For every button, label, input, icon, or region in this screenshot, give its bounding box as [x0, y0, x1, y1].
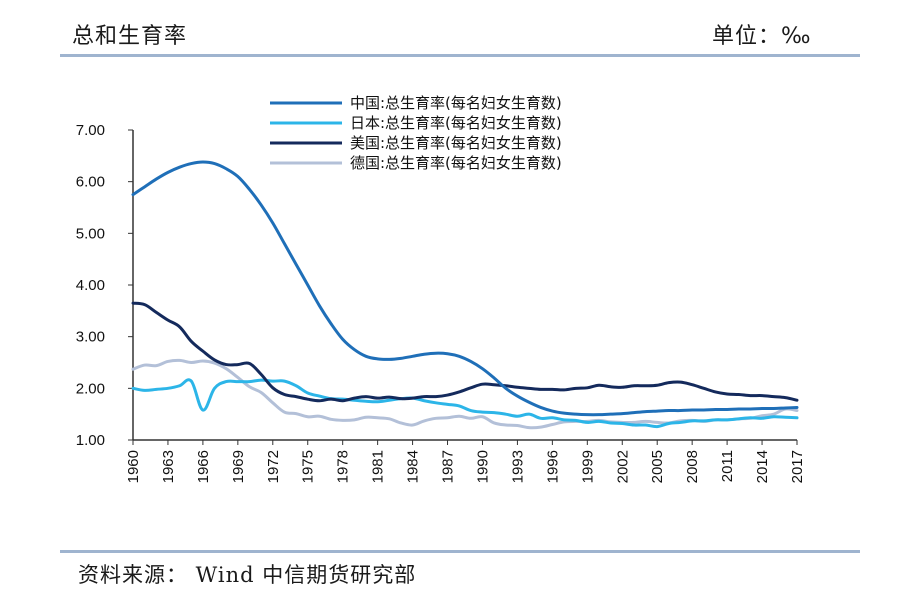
x-tick-label: 1996 — [544, 450, 561, 483]
x-tick-label: 2008 — [684, 450, 701, 483]
unit-label: 单位：‰ — [712, 24, 812, 49]
series-line-china — [131, 160, 799, 417]
x-tick-label: 1978 — [335, 450, 352, 483]
legend-label-china: 中国:总生育率(每名妇女生育数) — [350, 94, 562, 112]
x-tick-label: 1987 — [440, 450, 457, 483]
series-line-japan — [131, 378, 799, 429]
x-tick-label: 1972 — [265, 450, 282, 483]
y-tick-label: 2.00 — [76, 380, 105, 397]
x-tick-label: 1990 — [474, 450, 491, 483]
source-note: 资料来源： Wind 中信期货研究部 — [78, 563, 417, 587]
chart-axes: 1.00 2.00 3.00 4.00 5.00 6.00 7.00 1960 1963 1966… — [76, 122, 806, 483]
x-tick-label: 2002 — [614, 450, 631, 483]
x-tick-label: 1960 — [125, 450, 142, 483]
x-tick-label: 1966 — [195, 450, 212, 483]
chart-title: 总和生育率 — [72, 24, 188, 49]
y-tick-label: 7.00 — [76, 122, 105, 139]
x-tick-label: 2017 — [789, 450, 806, 483]
y-tick-label: 1.00 — [76, 432, 105, 449]
legend-label-germany: 德国:总生育率(每名妇女生育数) — [350, 154, 562, 172]
top-divider — [60, 54, 860, 57]
x-tick-label: 1981 — [370, 450, 387, 483]
chart-series — [131, 160, 799, 430]
x-tick-label: 2005 — [649, 450, 666, 483]
chart-legend: 中国:总生育率(每名妇女生育数) 日本:总生育率(每名妇女生育数) 美国:总生育率(… — [270, 94, 562, 172]
x-tick-label: 1963 — [160, 450, 177, 483]
x-tick-label: 1969 — [230, 450, 247, 483]
x-tick-label: 2014 — [754, 450, 771, 483]
x-tick-label: 1984 — [405, 450, 422, 483]
x-tick-label: 1975 — [300, 450, 317, 483]
legend-label-usa: 美国:总生育率(每名妇女生育数) — [350, 134, 562, 152]
x-tick-label: 2011 — [719, 450, 736, 482]
y-tick-label: 6.00 — [76, 174, 105, 191]
bottom-divider — [60, 550, 860, 553]
series-line-usa — [131, 301, 799, 403]
y-tick-label: 3.00 — [76, 329, 105, 346]
series-line-germany — [131, 358, 799, 430]
x-tick-label: 1999 — [579, 450, 596, 483]
x-tick-label: 1993 — [509, 450, 526, 483]
y-tick-label: 4.00 — [76, 277, 105, 294]
legend-label-japan: 日本:总生育率(每名妇女生育数) — [350, 114, 562, 132]
chart-header: 总和生育率 单位：‰ — [0, 0, 900, 60]
y-tick-label: 5.00 — [76, 225, 105, 242]
